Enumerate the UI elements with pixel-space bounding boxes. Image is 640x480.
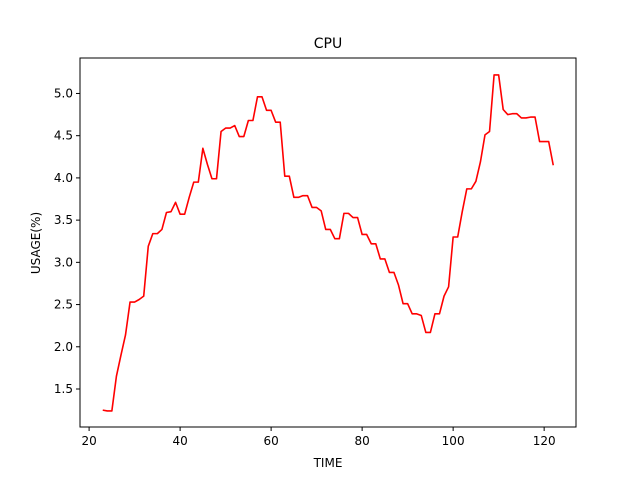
y-tick-label: 4.5: [54, 129, 73, 143]
x-tick-label: 40: [172, 434, 187, 448]
y-tick-label: 2.0: [54, 340, 73, 354]
y-tick-label: 4.0: [54, 171, 73, 185]
x-tick-label: 120: [533, 434, 556, 448]
series-line: [102, 74, 555, 412]
plot-frame: [79, 57, 577, 428]
y-tick-label: 1.5: [54, 382, 73, 396]
y-tick-label: 2.5: [54, 298, 73, 312]
y-tick-label: 3.0: [54, 255, 73, 269]
x-axis-label: TIME: [313, 456, 343, 470]
y-tick-label: 5.0: [54, 86, 73, 100]
chart-title: CPU: [314, 36, 342, 52]
x-tick-label: 80: [354, 434, 369, 448]
x-axis: 20 40 60 80 100 120: [81, 427, 556, 448]
x-tick-label: 60: [263, 434, 278, 448]
y-axis-label: USAGE(%): [29, 212, 43, 274]
x-tick-label: 20: [81, 434, 96, 448]
plot-area: [102, 74, 555, 412]
y-tick-label: 3.5: [54, 213, 73, 227]
y-axis: 1.5 2.0 2.5 3.0 3.5 4.0 4.5 5.0: [54, 86, 80, 396]
x-tick-label: 100: [442, 434, 465, 448]
